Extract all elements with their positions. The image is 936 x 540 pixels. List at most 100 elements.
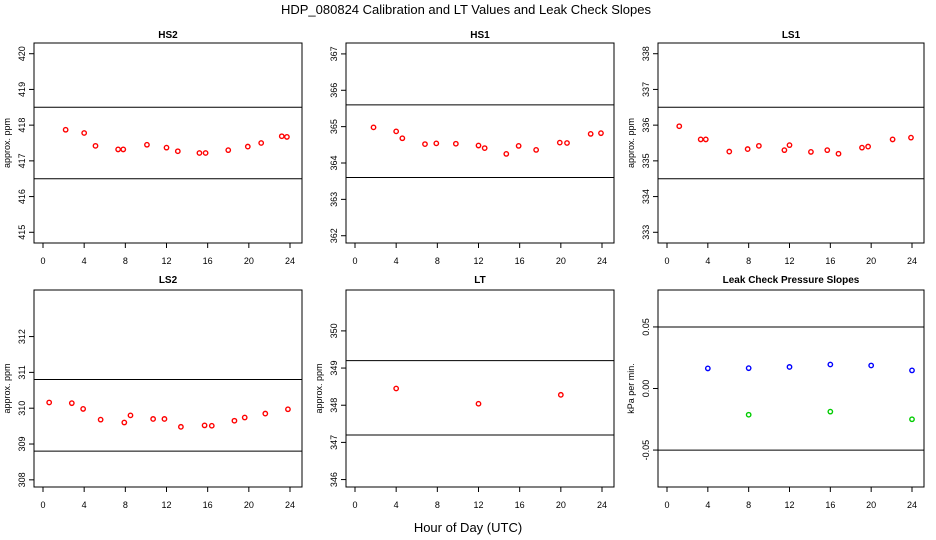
data-point-hs2	[120, 146, 127, 153]
data-point-lt	[393, 385, 400, 392]
panel-title: LS1	[782, 30, 801, 41]
data-point-blue	[909, 367, 915, 374]
data-point-blue	[704, 365, 711, 372]
data-point-ls2	[178, 423, 184, 430]
x-tick-label: 12	[473, 500, 483, 510]
x-tick-label: 0	[664, 500, 669, 510]
x-tick-label: 0	[352, 500, 357, 510]
data-point-lt	[475, 400, 482, 407]
x-tick-label: 16	[203, 256, 213, 266]
y-tick-label: 419	[17, 82, 27, 97]
data-point-hs1	[370, 124, 377, 131]
y-tick-label: 337	[641, 82, 651, 97]
data-point-hs1	[399, 135, 406, 142]
x-tick-label: 20	[866, 500, 876, 510]
data-point-ls2	[150, 416, 157, 422]
data-point-ls2	[68, 400, 75, 407]
data-point-hs2	[225, 147, 232, 154]
x-tick-label: 20	[866, 256, 876, 266]
y-tick-label: 308	[17, 472, 27, 487]
x-tick-label: 16	[825, 500, 835, 510]
data-point-hs1	[452, 140, 459, 147]
data-point-ls1	[726, 148, 733, 155]
x-tick-label: 0	[40, 256, 45, 266]
data-point-ls1	[908, 134, 914, 141]
x-tick-label: 4	[705, 256, 710, 266]
data-point-ls1	[808, 149, 814, 155]
x-tick-label: 8	[123, 500, 128, 510]
plot-frame	[345, 42, 615, 244]
data-point-ls1	[781, 147, 788, 154]
data-point-hs1	[598, 130, 604, 137]
data-point-hs2	[163, 144, 170, 151]
data-point-ls2	[121, 419, 128, 426]
data-point-blue	[786, 364, 793, 370]
x-tick-label: 16	[825, 256, 835, 266]
data-point-ls2	[161, 416, 168, 422]
x-tick-label: 24	[907, 256, 917, 266]
data-point-ls2	[97, 416, 104, 423]
data-point-ls2	[241, 414, 248, 421]
plot-frame	[33, 42, 303, 244]
y-tick-label: -0.05	[641, 440, 651, 461]
y-tick-label: 336	[641, 118, 651, 133]
data-point-hs2	[278, 133, 285, 140]
data-point-ls2	[208, 422, 215, 429]
x-tick-label: 24	[907, 500, 917, 510]
x-tick-label: 4	[394, 256, 399, 266]
y-tick-label: 415	[17, 225, 27, 240]
x-tick-label: 8	[746, 500, 751, 510]
x-tick-label: 12	[161, 256, 171, 266]
x-tick-label: 16	[515, 500, 525, 510]
y-tick-label: 334	[641, 189, 651, 204]
y-axis-label: kPa per min.	[626, 363, 636, 414]
y-tick-label: 338	[641, 46, 651, 61]
data-point-ls1	[676, 123, 683, 130]
x-tick-label: 12	[784, 500, 794, 510]
y-tick-label: 363	[329, 192, 339, 207]
y-tick-label: 349	[329, 361, 339, 376]
panel-leak-check-pressure-slopes: Leak Check Pressure Slopes 0 4 8 12 16 20 24 -0.…	[626, 275, 925, 510]
data-point-ls1	[859, 144, 865, 151]
data-point-ls1	[702, 136, 709, 143]
figure-title: HDP_080824 Calibration and LT Values and…	[281, 2, 652, 17]
x-tick-label: 0	[352, 256, 357, 266]
x-tick-label: 24	[597, 256, 607, 266]
panel-hs1: HS1 0 4 8 12 16 20 24 362 363 364 365 366 367	[329, 30, 615, 266]
data-point-hs2	[62, 126, 69, 133]
x-tick-label: 16	[203, 500, 213, 510]
x-axis-label: Hour of Day (UTC)	[414, 520, 522, 535]
plot-frame	[345, 289, 615, 488]
data-point-ls2	[231, 417, 238, 424]
data-point-ls1	[786, 142, 793, 149]
data-point-hs2	[258, 140, 265, 146]
x-tick-label: 4	[82, 256, 87, 266]
data-point-lt	[557, 391, 564, 398]
y-tick-label: 348	[329, 398, 339, 413]
data-point-hs2	[81, 130, 88, 136]
x-tick-label: 20	[244, 256, 254, 266]
y-axis-label: approx. ppm	[314, 363, 324, 413]
data-point-hs1	[422, 141, 428, 147]
data-point-hs2	[115, 146, 122, 153]
y-tick-label: 366	[329, 83, 339, 98]
data-point-hs1	[433, 140, 440, 147]
panel-title: HS1	[470, 30, 490, 41]
plot-frame	[657, 42, 925, 244]
data-point-hs1	[393, 128, 400, 135]
data-point-hs2	[196, 150, 203, 156]
x-tick-label: 8	[746, 256, 751, 266]
data-point-hs2	[92, 142, 99, 149]
data-point-hs1	[475, 142, 482, 149]
y-tick-label: 362	[329, 228, 339, 243]
x-tick-label: 20	[244, 500, 254, 510]
panel-lt: LT 0 4 8 12 16 20 24 346 347 348 349 350 approx. ppm	[314, 275, 615, 510]
x-tick-label: 4	[705, 500, 710, 510]
y-tick-label: 365	[329, 119, 339, 134]
y-tick-label: 333	[641, 225, 651, 240]
data-point-green	[745, 411, 752, 418]
y-tick-label: 350	[329, 323, 339, 338]
data-point-hs1	[564, 140, 570, 146]
